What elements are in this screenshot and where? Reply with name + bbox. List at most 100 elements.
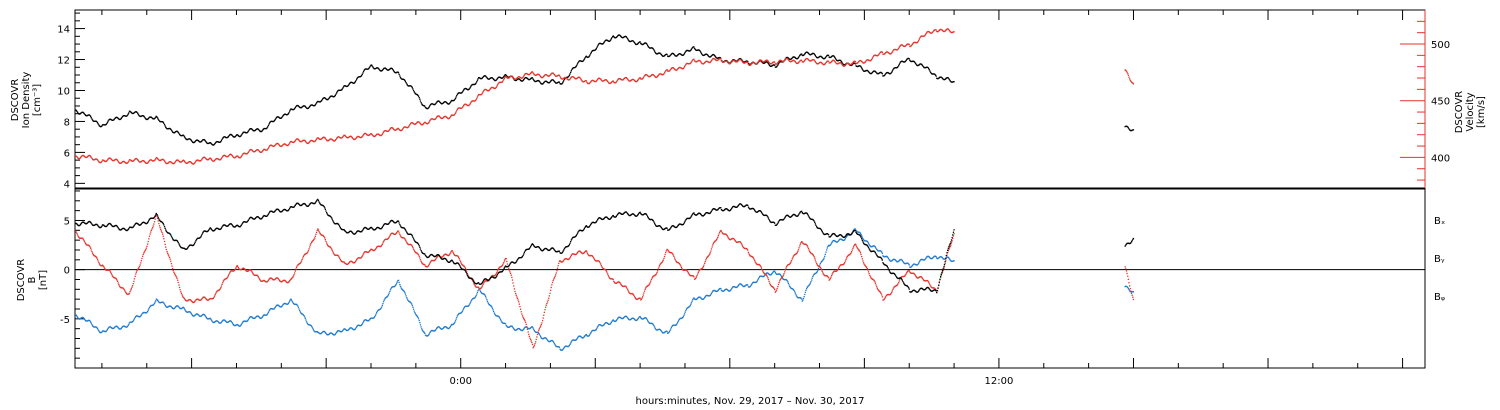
density-point [446, 102, 448, 104]
velocity-point [398, 128, 400, 131]
density-point [308, 106, 310, 109]
bz-point [244, 268, 246, 270]
by-point [387, 294, 390, 296]
velocity-point [168, 161, 170, 163]
velocity-point [600, 79, 602, 81]
density-point [486, 76, 488, 79]
density-point [428, 107, 430, 109]
by-point [587, 335, 589, 337]
velocity-point [591, 79, 594, 81]
density-point [327, 98, 330, 100]
bz-point [308, 248, 310, 250]
density-point [277, 116, 279, 118]
density-point [815, 55, 817, 58]
density-point [131, 112, 134, 115]
by-point [787, 282, 790, 284]
by-point [532, 327, 534, 329]
by-point [754, 281, 756, 284]
velocity-point [543, 75, 545, 77]
density-point [947, 77, 949, 79]
density-point [143, 116, 146, 118]
density-point [435, 102, 437, 104]
density-point [415, 93, 417, 95]
by-point [794, 291, 796, 293]
velocity-point [813, 59, 815, 61]
bz-point [411, 245, 413, 247]
density-point [625, 36, 627, 38]
by-point [168, 305, 170, 307]
velocity-point [905, 44, 907, 46]
density-point [89, 114, 91, 117]
bz-point [267, 280, 269, 282]
bz-point [399, 235, 402, 237]
velocity-point [512, 76, 514, 78]
by-point [873, 245, 875, 247]
by-point [686, 307, 688, 309]
by-point [824, 255, 826, 257]
by-point [763, 275, 765, 277]
velocity-point [766, 59, 768, 61]
by-point [769, 274, 771, 276]
bz-point [176, 277, 178, 279]
bz-point [90, 247, 92, 249]
density-point [934, 74, 937, 76]
by-point [292, 301, 294, 304]
density-point [462, 90, 464, 92]
by-point [277, 304, 279, 306]
velocity-point [189, 161, 191, 163]
density-point [163, 122, 165, 124]
velocity-point [241, 154, 243, 156]
velocity-point [402, 127, 405, 129]
density-point [454, 98, 456, 101]
velocity-point [560, 77, 562, 79]
velocity-point [879, 52, 881, 54]
bz-point [268, 278, 270, 280]
velocity-point [572, 76, 574, 78]
velocity-point [615, 81, 617, 83]
density-point [564, 77, 566, 80]
density-point [714, 55, 716, 57]
density-point [357, 76, 359, 79]
density-point [829, 56, 831, 59]
velocity-point [473, 100, 475, 102]
by-point [466, 305, 468, 307]
by-point [121, 326, 123, 329]
velocity-point [371, 133, 373, 135]
density-point [192, 141, 194, 143]
by-point [203, 314, 206, 316]
by-point [693, 297, 695, 299]
velocity-point [107, 158, 109, 160]
bz-point [306, 252, 308, 254]
by-point [772, 271, 774, 274]
by-point [736, 286, 738, 288]
velocity-point [626, 77, 628, 79]
by-point [374, 316, 376, 318]
by-point [926, 255, 928, 258]
bz-point [286, 281, 288, 284]
by-point [899, 258, 902, 261]
by-point [395, 283, 397, 286]
bz-point [258, 277, 260, 279]
by-point [141, 313, 143, 315]
by-point [638, 316, 640, 319]
by-point [399, 285, 402, 287]
velocity-point [154, 159, 156, 161]
bz-point [393, 233, 395, 235]
by-point [451, 324, 453, 326]
by-point [837, 240, 840, 242]
by-point [890, 260, 892, 262]
density-point [342, 86, 345, 88]
density-point [894, 67, 897, 69]
bz-point [216, 290, 218, 292]
velocity-point [604, 79, 606, 81]
by-point [330, 332, 332, 334]
density-point [456, 93, 459, 95]
velocity-point [788, 60, 790, 62]
by-point [804, 293, 806, 296]
by-point [756, 280, 758, 282]
density-point [873, 70, 875, 72]
velocity-point [106, 160, 108, 162]
velocity-point [1130, 80, 1132, 82]
velocity-point [497, 83, 499, 85]
density-point [318, 101, 320, 103]
